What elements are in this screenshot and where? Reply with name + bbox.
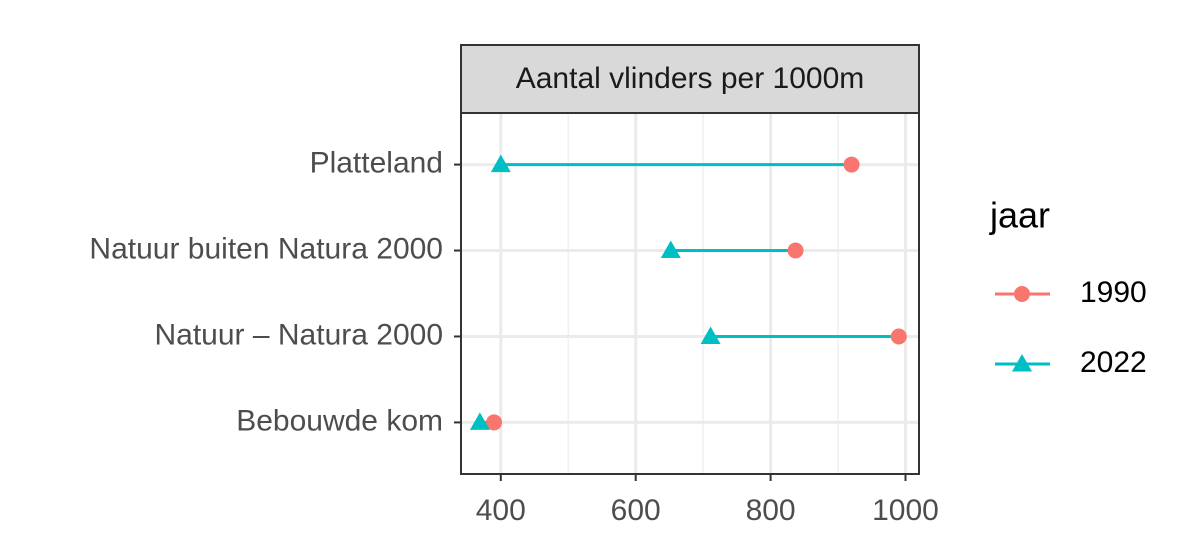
- point: [486, 414, 503, 431]
- strip: [460, 44, 920, 114]
- chart-title: Aantal vlinders per 1000m: [516, 62, 865, 95]
- y-tick-label: Bebouwde kom: [236, 404, 443, 437]
- y-tick-label: Natuur buiten Natura 2000: [89, 232, 443, 265]
- legend-marker: [1012, 354, 1032, 372]
- point: [843, 156, 860, 173]
- x-tick-label: 800: [746, 494, 796, 527]
- point: [787, 242, 804, 259]
- point: [490, 154, 511, 173]
- legend-label: 2022: [1080, 346, 1147, 379]
- legend-marker: [1014, 286, 1030, 302]
- point: [469, 412, 490, 430]
- legend-label: 1990: [1080, 276, 1147, 309]
- x-tick-label: 1000: [872, 494, 939, 527]
- x-tick-label: 600: [611, 494, 661, 527]
- point: [660, 240, 681, 259]
- y-tick-label: Natuur – Natura 2000: [154, 318, 443, 351]
- point: [890, 328, 907, 345]
- point: [700, 326, 721, 344]
- y-tick-label: Platteland: [310, 146, 443, 179]
- legend-title: jaar: [989, 195, 1050, 236]
- marks: [469, 154, 907, 431]
- x-tick-label: 400: [476, 494, 526, 527]
- panel-border: [460, 112, 920, 475]
